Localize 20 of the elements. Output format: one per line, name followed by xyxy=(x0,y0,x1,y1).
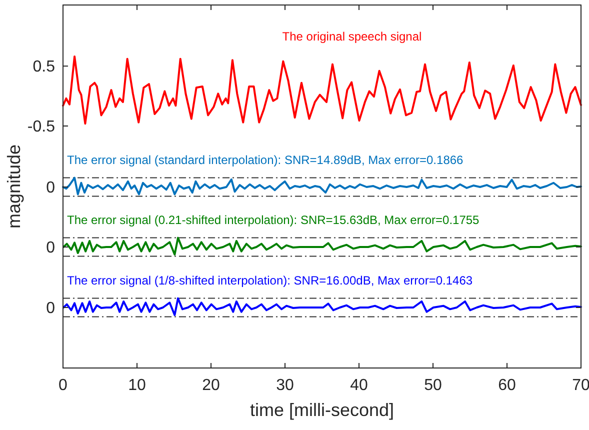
x-tick-label: 40 xyxy=(350,377,368,394)
x-tick-label: 50 xyxy=(424,377,442,394)
text: 0 xyxy=(46,180,56,197)
y-tick-label: -0.5 xyxy=(27,118,56,136)
text: 0 xyxy=(46,300,56,318)
series-label: The error signal (0.21-shifted interpolation): SNR=15.63dB, Max error=0.1755 xyxy=(67,212,480,227)
x-tick-label: 0 xyxy=(58,377,68,394)
y-tick-label: 0.5 xyxy=(32,58,56,76)
line-series xyxy=(62,56,582,125)
text: 0 xyxy=(46,240,56,257)
x-axis-title: time [milli-second] xyxy=(250,400,394,420)
y-axis-title: magnitude xyxy=(4,144,24,229)
series-label: The error signal (standard interpolation): SNR=14.89dB, Max error=0.1866 xyxy=(67,152,464,167)
x-tick-label: 70 xyxy=(572,377,589,394)
x-tick-label: 60 xyxy=(498,377,516,394)
series-label: The original speech signal xyxy=(282,30,422,44)
x-tick-label: 20 xyxy=(202,377,220,394)
x-tick-label: 10 xyxy=(128,377,146,394)
x-tick-label: 30 xyxy=(276,377,294,394)
series-label: The error signal (1/8-shifted interpolation): SNR=16.00dB, Max error=0.1463 xyxy=(67,273,473,288)
